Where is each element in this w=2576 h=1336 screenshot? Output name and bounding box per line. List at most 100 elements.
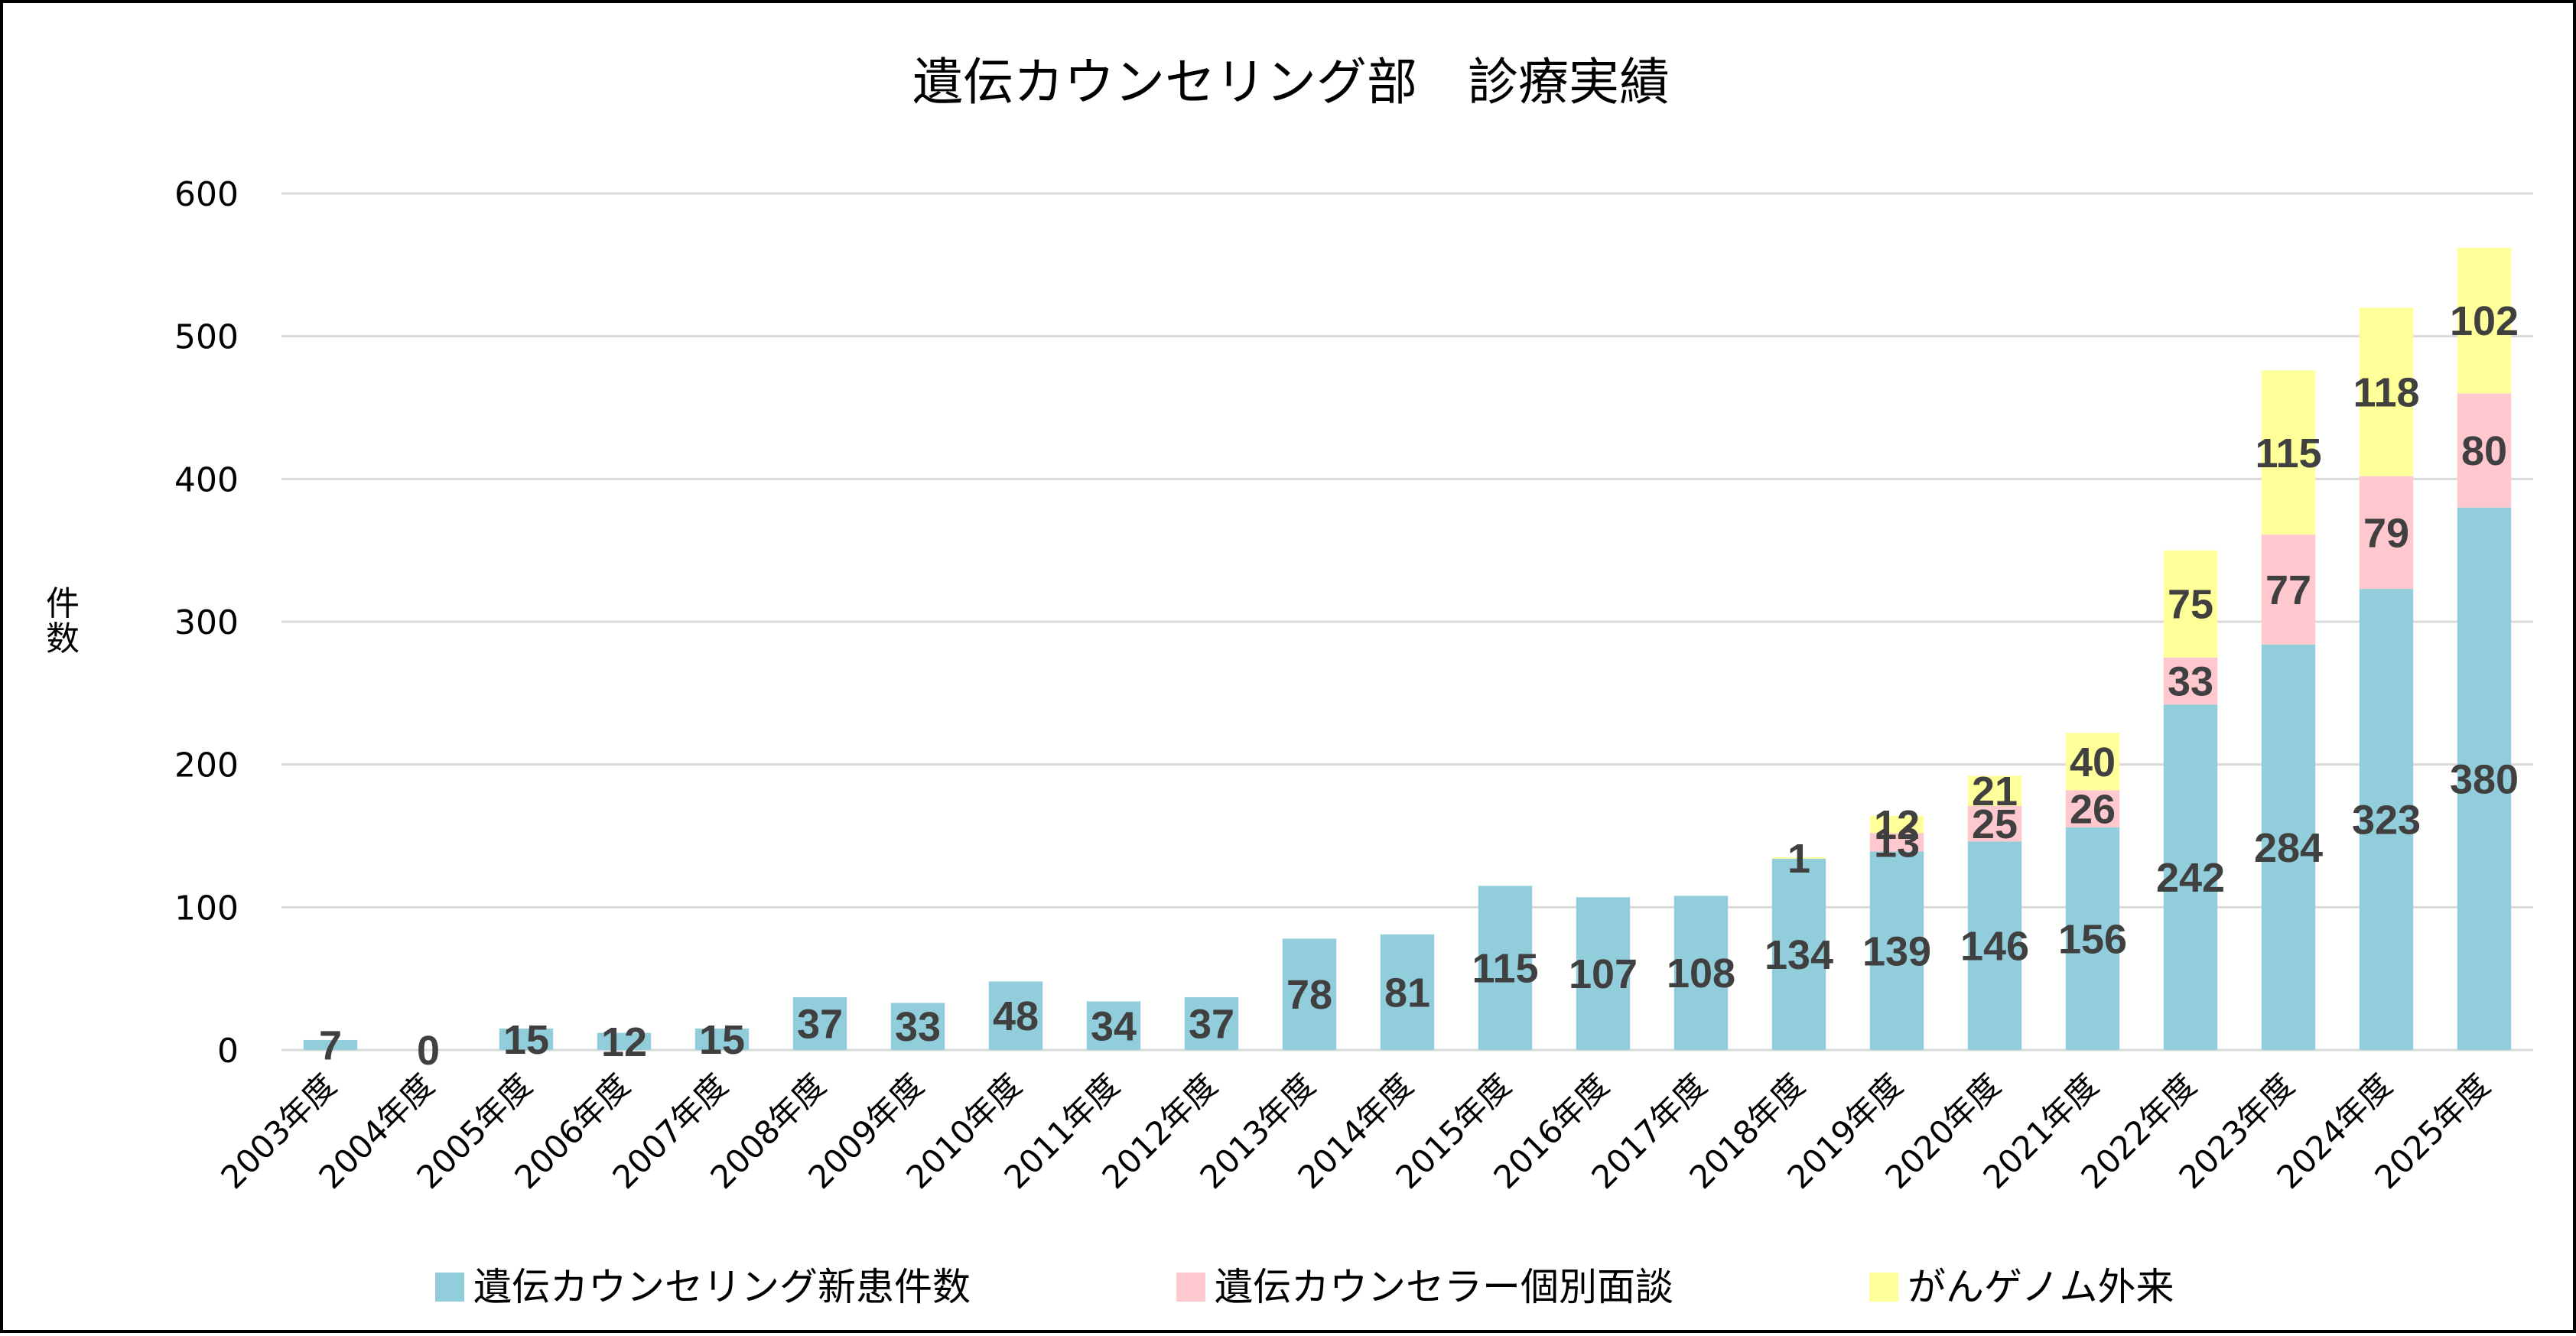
bar-segment-series-1	[1967, 841, 2022, 1050]
bar-segment-series-1	[303, 1039, 358, 1050]
data-label: 156	[2058, 916, 2127, 962]
bar-segment-series-1	[2359, 589, 2414, 1050]
data-label: 15	[503, 1017, 549, 1063]
bar-segment-series-3	[2359, 307, 2414, 476]
data-label: 48	[993, 993, 1039, 1039]
bar-segment-series-2	[2261, 535, 2316, 645]
data-label: 108	[1667, 951, 1735, 996]
data-label: 1	[1787, 836, 1810, 882]
data-label: 115	[1472, 946, 1538, 992]
bar-segment-series-1	[1282, 938, 1337, 1050]
y-tick-label: 0	[217, 1032, 239, 1071]
data-label: 7	[319, 1022, 342, 1068]
data-label: 284	[2254, 825, 2323, 871]
data-label: 26	[2070, 787, 2116, 833]
y-tick-label: 400	[174, 460, 239, 499]
bar-segment-series-1	[597, 1032, 652, 1050]
bar-segment-series-1	[1869, 851, 1924, 1050]
data-label: 33	[895, 1004, 941, 1050]
bar-segment-series-2	[2359, 476, 2414, 590]
bar-segment-series-3	[2065, 733, 2120, 791]
data-label: 34	[1091, 1003, 1137, 1049]
y-tick-label: 200	[174, 746, 239, 785]
bar-segment-series-1	[1771, 858, 1826, 1050]
legend-item: がんゲノム外来	[1869, 1265, 2174, 1309]
x-axis-ticks: 2003年度2004年度2005年度2006年度2007年度2008年度2009…	[213, 1066, 2497, 1196]
data-label: 77	[2265, 567, 2311, 613]
bar-segment-series-1	[2065, 827, 2120, 1050]
data-label: 15	[699, 1017, 745, 1063]
data-label: 33	[2168, 658, 2213, 704]
data-label: 118	[2353, 369, 2419, 415]
y-axis-title-char: 件	[46, 584, 80, 623]
bar-segment-series-3	[1771, 857, 1826, 859]
bar-segment-series-1	[694, 1029, 750, 1050]
data-label: 79	[2363, 510, 2409, 556]
bar-segment-series-1	[1576, 897, 1631, 1050]
bar-segment-series-1	[890, 1003, 945, 1050]
data-label: 40	[2070, 740, 2116, 785]
bars	[303, 247, 2512, 1050]
data-label: 380	[2450, 756, 2519, 802]
legend-item: 遺伝カウンセラー個別面談	[1176, 1265, 1673, 1309]
data-label: 323	[2352, 798, 2421, 844]
legend-swatch	[435, 1273, 464, 1302]
y-tick-label: 500	[174, 318, 239, 357]
y-axis-title-char: 数	[46, 619, 80, 658]
bar-segment-series-3	[1869, 815, 1924, 834]
legend-label: がんゲノム外来	[1908, 1265, 2174, 1309]
gridlines	[281, 192, 2533, 1052]
legend: 遺伝カウンセリング新患件数 遺伝カウンセラー個別面談 がんゲノム外来	[435, 1265, 2174, 1309]
bar-segment-series-2	[2457, 393, 2512, 508]
legend-swatch	[1176, 1273, 1205, 1302]
y-axis-ticks: 0 100 200 300 400 500 600	[174, 175, 239, 1071]
y-axis-title: 件数	[46, 584, 80, 658]
data-label: 107	[1569, 951, 1638, 997]
y-axis-label: 件数	[46, 584, 80, 658]
bar-segment-series-3	[2457, 247, 2512, 394]
data-label: 146	[1960, 924, 2029, 970]
data-label: 139	[1862, 928, 1931, 974]
bar-segment-series-1	[2163, 704, 2218, 1050]
bar-segment-series-2	[1869, 833, 1924, 852]
data-label: 78	[1286, 972, 1332, 1018]
data-label: 13	[1874, 820, 1920, 866]
data-label: 81	[1384, 970, 1430, 1016]
bar-segment-series-1	[499, 1029, 554, 1050]
legend-label: 遺伝カウンセリング新患件数	[473, 1265, 971, 1309]
data-label: 25	[1972, 801, 2018, 847]
data-label: 242	[2156, 855, 2225, 901]
bar-segment-series-1	[1478, 886, 1533, 1050]
legend-swatch	[1869, 1273, 1898, 1302]
bar-segment-series-1	[2457, 507, 2512, 1050]
y-tick-label: 300	[174, 603, 239, 642]
bar-segment-series-1	[1673, 896, 1729, 1050]
data-label: 134	[1764, 932, 1833, 978]
bar-segment-series-1	[2261, 644, 2316, 1050]
y-tick-label: 600	[174, 175, 239, 214]
data-label: 12	[1874, 802, 1920, 848]
bar-segment-series-1	[792, 996, 847, 1050]
y-tick-label: 100	[174, 889, 239, 928]
bar-segment-series-2	[2065, 790, 2120, 827]
bar-segment-series-1	[1380, 934, 1435, 1050]
data-label: 21	[1972, 769, 2018, 814]
data-label: 102	[2450, 298, 2519, 344]
data-label: 37	[797, 1001, 843, 1047]
data-label: 75	[2168, 582, 2213, 628]
data-label: 37	[1189, 1001, 1234, 1047]
data-label: 12	[601, 1019, 647, 1065]
bar-segment-series-1	[1184, 996, 1239, 1050]
data-labels: 7 0 15 12 15 37 33 48 34 37 78 81 115 107 108 134 1 139 13…	[319, 298, 2519, 1074]
legend-item: 遺伝カウンセリング新患件数	[435, 1265, 971, 1309]
bar-segment-series-1	[1086, 1001, 1141, 1050]
chart-title: 遺伝カウンセリング部 診療実績	[912, 53, 1670, 112]
data-label: 115	[2255, 431, 2321, 476]
bar-segment-series-1	[988, 981, 1043, 1050]
bar-segment-series-3	[2261, 370, 2316, 535]
bar-segment-series-2	[1967, 805, 2022, 842]
bar-segment-series-3	[1967, 775, 2022, 806]
data-label: 0	[417, 1028, 440, 1074]
